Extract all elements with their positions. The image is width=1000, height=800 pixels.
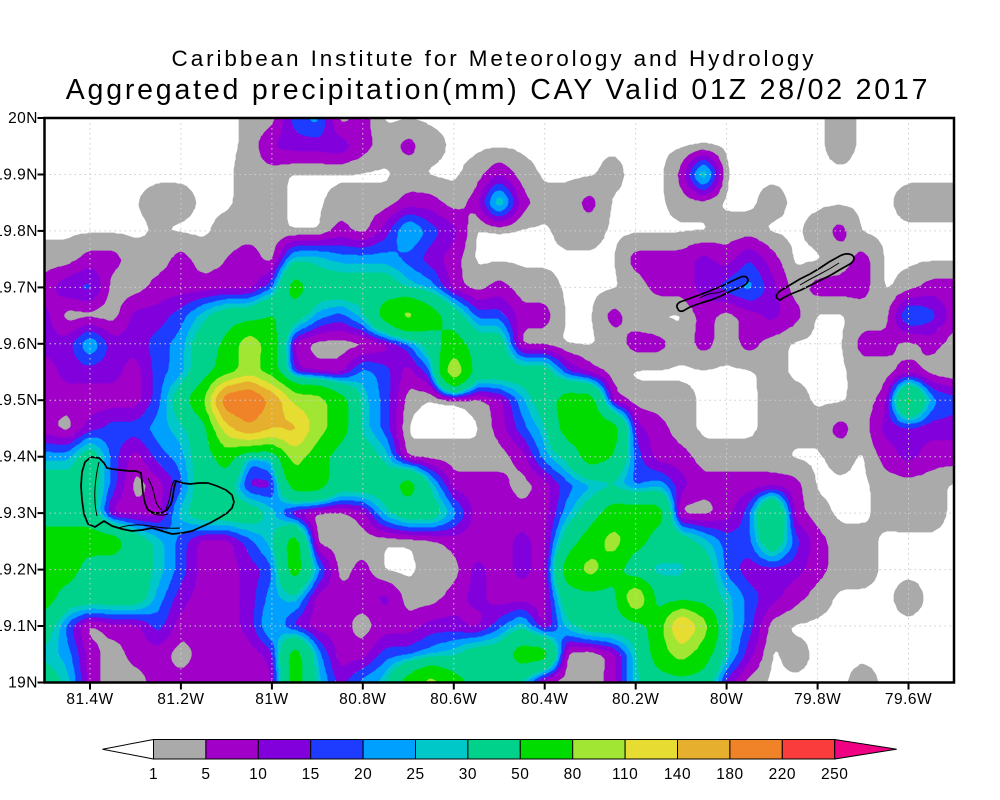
svg-text:19.9N: 19.9N — [0, 167, 38, 184]
svg-text:1: 1 — [149, 766, 158, 783]
svg-text:19.5N: 19.5N — [0, 392, 38, 409]
svg-text:79.6W: 79.6W — [885, 691, 932, 708]
svg-text:19.8N: 19.8N — [0, 223, 38, 240]
svg-text:110: 110 — [612, 766, 638, 783]
svg-text:20N: 20N — [8, 110, 38, 127]
svg-text:80.6W: 80.6W — [430, 691, 477, 708]
svg-text:80.8W: 80.8W — [339, 691, 386, 708]
svg-text:80W: 80W — [710, 691, 743, 708]
svg-text:10: 10 — [249, 766, 267, 783]
svg-text:19.3N: 19.3N — [0, 505, 38, 522]
svg-text:79.8W: 79.8W — [794, 691, 841, 708]
svg-text:80: 80 — [564, 766, 582, 783]
svg-text:81W: 81W — [255, 691, 288, 708]
svg-text:19.2N: 19.2N — [0, 562, 38, 579]
svg-text:250: 250 — [821, 766, 848, 783]
svg-text:80.2W: 80.2W — [612, 691, 659, 708]
svg-text:5: 5 — [201, 766, 210, 783]
svg-text:19N: 19N — [8, 675, 38, 692]
svg-text:81.2W: 81.2W — [157, 691, 204, 708]
svg-text:220: 220 — [769, 766, 796, 783]
svg-text:19.6N: 19.6N — [0, 336, 38, 353]
svg-text:15: 15 — [302, 766, 320, 783]
svg-text:19.1N: 19.1N — [0, 618, 38, 635]
svg-text:81.4W: 81.4W — [66, 691, 113, 708]
svg-text:140: 140 — [664, 766, 691, 783]
svg-text:19.4N: 19.4N — [0, 449, 38, 466]
svg-text:30: 30 — [459, 766, 477, 783]
svg-text:19.7N: 19.7N — [0, 279, 38, 296]
svg-text:50: 50 — [511, 766, 529, 783]
svg-text:20: 20 — [354, 766, 372, 783]
svg-text:Aggregated precipitation(mm) C: Aggregated precipitation(mm) CAY Valid 0… — [66, 74, 930, 106]
svg-text:25: 25 — [406, 766, 424, 783]
svg-text:80.4W: 80.4W — [521, 691, 568, 708]
svg-text:180: 180 — [716, 766, 743, 783]
svg-text:Caribbean Institute for Meteor: Caribbean Institute for Meteorology and … — [172, 46, 817, 71]
